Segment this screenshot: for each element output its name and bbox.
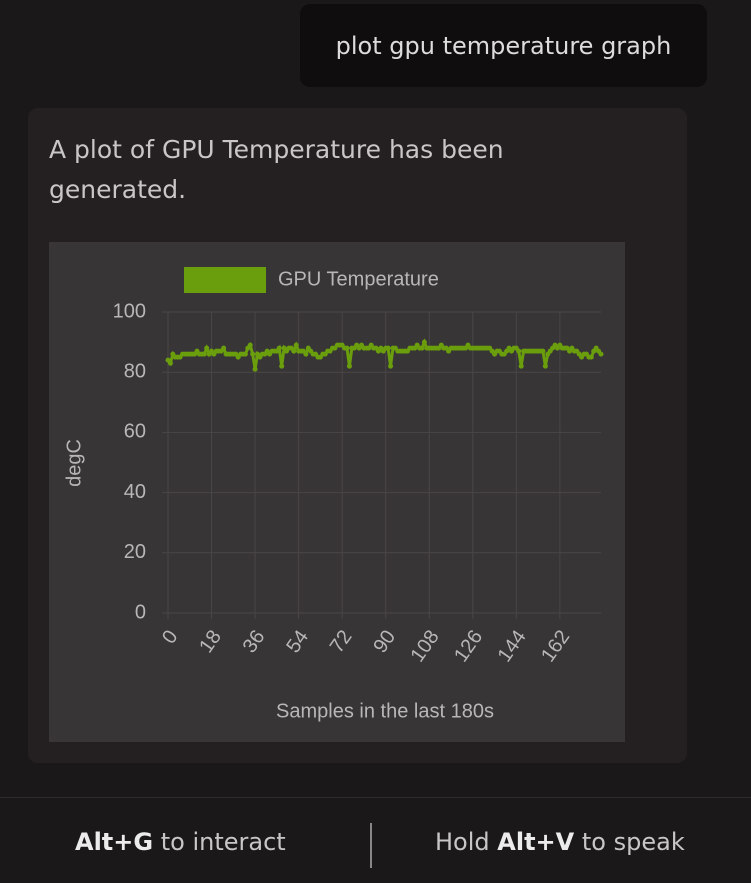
y-tick-label: 40 [124,481,146,503]
data-point [518,363,524,369]
data-point [303,351,309,357]
speak-hint[interactable]: Hold Alt+V to speak [435,828,685,856]
data-point [293,342,299,348]
hint-text: to speak [581,828,685,856]
footer: Alt+G to interact Hold Alt+V to speak [0,797,751,883]
data-point [598,351,604,357]
data-point [388,363,394,369]
data-point [516,348,522,354]
data-point [204,345,210,351]
y-tick-label: 100 [113,300,146,322]
y-axis-title: degC [63,439,85,487]
data-point [242,351,248,357]
data-point [276,345,282,351]
hotkey: Alt+G [75,828,154,856]
data-point [291,348,297,354]
data-point [385,345,391,351]
data-point [221,345,227,351]
data-point [542,363,548,369]
data-point [540,348,546,354]
data-point [344,345,350,351]
y-tick-label: 80 [124,360,146,382]
user-message: plot gpu temperature graph [300,4,707,87]
data-point [346,363,352,369]
hint-text: Hold [435,828,490,856]
assistant-message: A plot of GPU Temperature has been gener… [49,135,504,204]
y-tick-label: 60 [124,421,146,443]
data-point [250,351,256,357]
data-point [419,345,425,351]
data-point [167,360,173,366]
y-tick-label: 0 [135,601,146,623]
legend-label: GPU Temperature [278,268,439,290]
x-axis-title: Samples in the last 180s [276,700,494,722]
hotkey: Alt+V [497,828,575,856]
data-point [279,363,285,369]
data-point [252,366,258,372]
y-tick-label: 20 [124,541,146,563]
data-point [201,351,207,357]
data-point [247,342,253,348]
interact-hint[interactable]: Alt+G to interact [75,828,286,856]
divider [370,823,372,868]
hint-text: to interact [160,828,286,856]
legend-swatch [184,267,266,293]
data-point [421,339,427,345]
chart-background [49,242,625,742]
data-point [588,354,594,360]
